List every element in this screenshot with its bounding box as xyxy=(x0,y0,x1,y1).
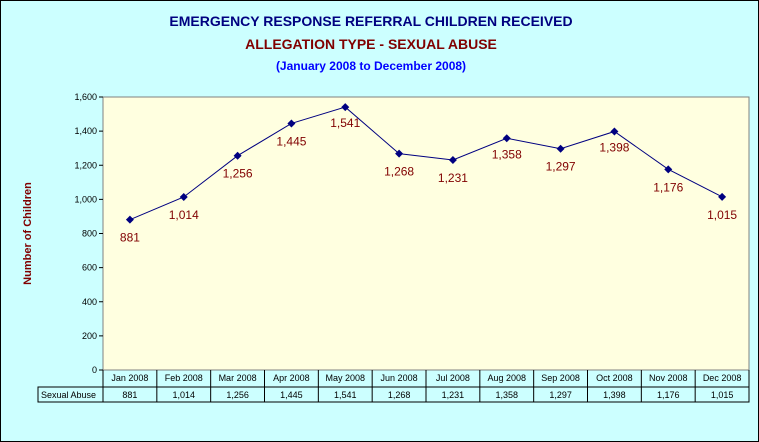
y-tick-label: 1,600 xyxy=(74,92,97,102)
x-category-label: Jun 2008 xyxy=(381,373,418,383)
x-category-label: Oct 2008 xyxy=(596,373,633,383)
data-table: Jan 2008 Feb 2008 Mar 2008 Apr 2008 May 2008… xyxy=(37,370,750,403)
x-category-label: Mar 2008 xyxy=(219,373,257,383)
data-label: 1,176 xyxy=(653,180,683,194)
data-label: 1,445 xyxy=(276,134,306,148)
y-axis-label: Number of Children xyxy=(22,182,34,285)
table-cell-value: 1,297 xyxy=(549,390,572,400)
data-point xyxy=(395,149,404,158)
chart-period: (January 2008 to December 2008) xyxy=(275,59,467,73)
y-tick-label: 600 xyxy=(82,263,97,273)
series-layer: 881 1,014 1,256 1,445 1,541 1,268 1,231 1,358 1,… xyxy=(120,103,737,245)
chart-subtitle: ALLEGATION TYPE - SEXUAL ABUSE xyxy=(245,36,497,52)
data-label: 1,398 xyxy=(599,140,629,154)
x-category-label: Jul 2008 xyxy=(436,373,470,383)
table-cell-value: 1,176 xyxy=(657,390,680,400)
y-tick-label: 1,200 xyxy=(74,160,97,170)
data-point xyxy=(718,192,727,201)
x-category-label: Aug 2008 xyxy=(487,373,526,383)
data-label: 1,541 xyxy=(330,116,360,130)
data-point xyxy=(341,103,350,112)
table-cell-value: 1,445 xyxy=(280,390,303,400)
x-category-label: Jan 2008 xyxy=(111,373,148,383)
y-axis: 0 200 400 600 800 1,000 1,200 1,400 1,600 xyxy=(74,92,103,375)
data-point xyxy=(556,144,565,153)
x-category-label: Sep 2008 xyxy=(541,373,580,383)
data-label: 1,231 xyxy=(438,171,468,185)
data-point xyxy=(502,134,511,143)
data-point xyxy=(179,192,188,201)
series-line xyxy=(129,106,723,221)
x-category-label: Nov 2008 xyxy=(649,373,688,383)
data-point xyxy=(610,127,619,136)
x-category-label: May 2008 xyxy=(325,373,365,383)
data-label: 1,358 xyxy=(492,147,522,161)
x-category-label: Dec 2008 xyxy=(703,373,742,383)
series-name: Sexual Abuse xyxy=(41,390,96,400)
data-label: 1,297 xyxy=(546,160,576,174)
data-point xyxy=(287,119,296,128)
data-label: 1,015 xyxy=(707,208,737,222)
x-category-label: Apr 2008 xyxy=(273,373,310,383)
y-tick-label: 0 xyxy=(92,365,97,375)
data-label: 1,014 xyxy=(169,208,199,222)
data-label: 1,268 xyxy=(384,165,414,179)
data-point xyxy=(125,215,134,224)
table-cell-value: 1,268 xyxy=(388,390,411,400)
chart-title: EMERGENCY RESPONSE REFERRAL CHILDREN REC… xyxy=(169,13,573,29)
data-label: 881 xyxy=(120,231,140,245)
table-cell-value: 881 xyxy=(122,390,137,400)
data-point xyxy=(448,155,457,164)
table-cell-value: 1,015 xyxy=(711,390,734,400)
table-cell-value: 1,398 xyxy=(603,390,626,400)
table-cell-value: 1,541 xyxy=(334,390,357,400)
y-tick-label: 200 xyxy=(82,331,97,341)
table-row-border xyxy=(37,386,750,403)
table-cell-value: 1,014 xyxy=(172,390,195,400)
data-point xyxy=(664,165,673,174)
table-cell-value: 1,231 xyxy=(442,390,465,400)
y-tick-label: 400 xyxy=(82,297,97,307)
x-category-label: Feb 2008 xyxy=(165,373,203,383)
y-tick-label: 1,000 xyxy=(74,194,97,204)
table-cell-value: 1,256 xyxy=(226,390,249,400)
data-point xyxy=(233,151,242,160)
y-tick-label: 1,400 xyxy=(74,126,97,136)
y-tick-label: 800 xyxy=(82,229,97,239)
table-cell-value: 1,358 xyxy=(495,390,518,400)
plot-area xyxy=(102,96,750,371)
data-label: 1,256 xyxy=(223,167,253,181)
